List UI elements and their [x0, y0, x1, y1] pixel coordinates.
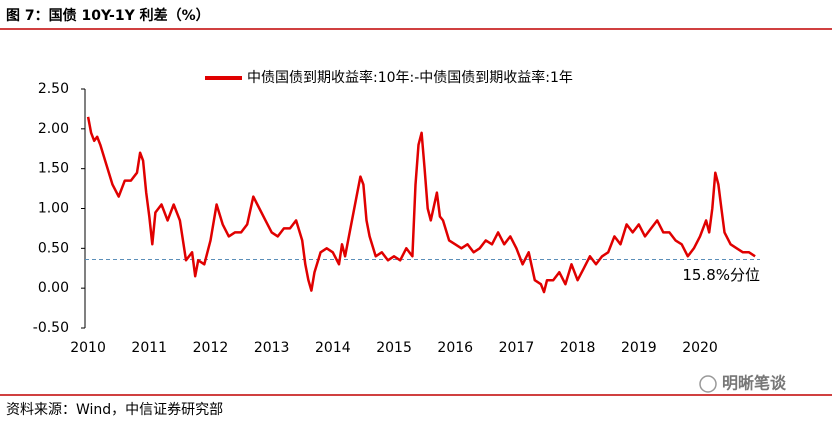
watermark: 明晰笔谈 [722, 374, 787, 393]
y-tick-label: -0.50 [33, 320, 69, 336]
x-tick-label: 2013 [254, 340, 290, 356]
y-tick-label: 0.00 [38, 280, 69, 296]
x-tick-label: 2015 [376, 340, 412, 356]
y-tick-label: 0.50 [38, 240, 69, 256]
reference-label: 15.8%分位 [682, 266, 760, 284]
chart-title: 图 7：国债 10Y-1Y 利差（%） [6, 7, 210, 24]
x-tick-label: 2016 [437, 340, 473, 356]
y-tick-label: 1.00 [38, 201, 69, 217]
y-tick-label: 2.50 [38, 81, 69, 97]
x-tick-label: 2019 [621, 340, 657, 356]
x-tick-label: 2012 [193, 340, 229, 356]
source: 资料来源：Wind，中信证券研究部 [6, 402, 223, 418]
series-line [86, 116, 756, 294]
x-tick-label: 2014 [315, 340, 351, 356]
y-tick-label: 2.00 [38, 121, 69, 137]
x-tick-label: 2020 [682, 340, 718, 356]
x-tick-label: 2017 [499, 340, 535, 356]
watermark-icon [699, 375, 717, 393]
legend-label: 中债国债到期收益率:10年:-中债国债到期收益率:1年 [247, 69, 573, 86]
x-tick-label: 2011 [131, 340, 167, 356]
y-tick-label: 1.50 [38, 161, 69, 177]
x-tick-label: 2010 [70, 340, 106, 356]
x-tick-label: 2018 [560, 340, 596, 356]
